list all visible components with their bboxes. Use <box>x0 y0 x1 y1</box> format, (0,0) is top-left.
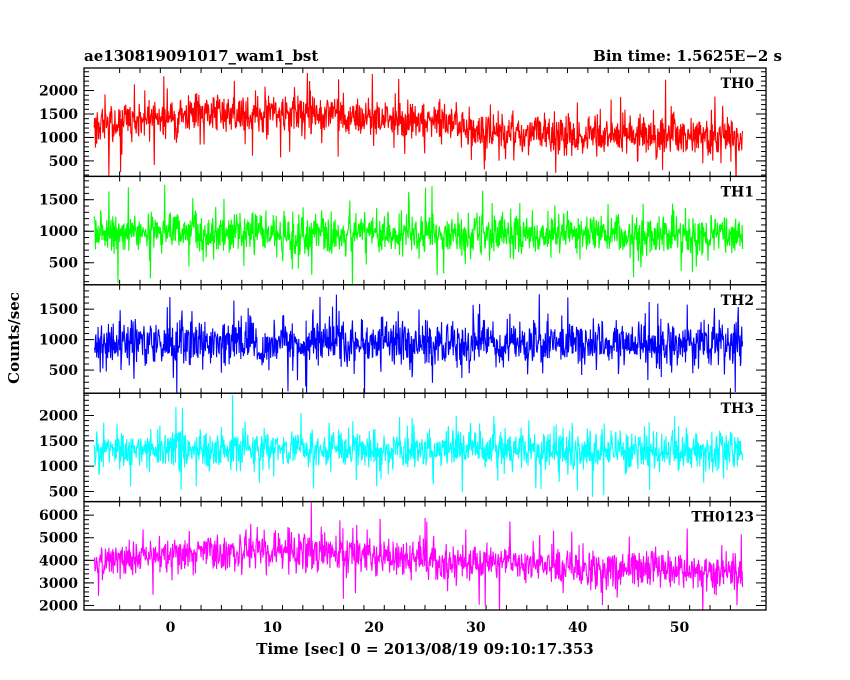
y-tick-label: 1500 <box>39 193 78 209</box>
y-tick-label: 1000 <box>39 459 78 475</box>
panel-th3: 500 1000 1500 2000 TH3 <box>39 392 767 503</box>
y-tick-label: 2000 <box>39 598 78 614</box>
chart-subtitle: Bin time: 1.5625E−2 s <box>593 47 782 65</box>
series-th0123-line <box>93 502 744 611</box>
x-axis: 0 10 20 30 40 50 <box>166 620 690 636</box>
chart-title: ae130819091017_wam1_bst <box>84 47 318 65</box>
y-tick-label: 4000 <box>39 553 78 569</box>
panels-group: 500 1000 1500 2000 TH0 500 1000 1500 TH1 500 1000 1… <box>39 67 767 614</box>
series-label-th3: TH3 <box>721 401 754 417</box>
y-tick-label: 500 <box>49 256 78 272</box>
y-tick-label: 3000 <box>39 576 78 592</box>
y-tick-label: 500 <box>49 484 78 500</box>
series-th1-line <box>93 184 744 285</box>
y-tick-label: 1000 <box>39 224 78 240</box>
series-th0-line <box>93 72 744 177</box>
y-axis-title: Counts/sec <box>5 292 23 384</box>
y-tick-label: 1500 <box>39 434 78 450</box>
series-th3-line <box>93 395 744 497</box>
y-tick-label: 2000 <box>39 408 78 424</box>
panel-th1: 500 1000 1500 TH1 <box>39 175 767 286</box>
x-tick-label: 10 <box>263 620 283 636</box>
y-tick-label: 500 <box>49 154 78 170</box>
panel-th0: 500 1000 1500 2000 TH0 <box>39 67 767 178</box>
series-th2-line <box>93 294 744 394</box>
y-tick-label: 6000 <box>39 508 78 524</box>
x-tick-label: 50 <box>670 620 690 636</box>
panel-th2: 500 1000 1500 TH2 <box>39 284 767 394</box>
x-tick-label: 20 <box>364 620 384 636</box>
x-tick-label: 40 <box>568 620 588 636</box>
y-tick-label: 1500 <box>39 107 78 123</box>
y-tick-label: 1000 <box>39 333 78 349</box>
panel-th0123: 2000 3000 4000 5000 6000 TH0123 <box>39 500 767 614</box>
x-tick-label: 0 <box>166 620 176 636</box>
y-tick-label: 2000 <box>39 84 78 100</box>
x-axis-title: Time [sec] 0 = 2013/08/19 09:10:17.353 <box>256 640 593 658</box>
x-tick-label: 30 <box>466 620 486 636</box>
series-label-th2: TH2 <box>721 293 754 309</box>
y-tick-label: 500 <box>49 363 78 379</box>
y-tick-label: 1500 <box>39 302 78 318</box>
y-tick-label: 1000 <box>39 130 78 146</box>
series-label-th0: TH0 <box>721 76 755 92</box>
series-label-th0123: TH0123 <box>691 510 754 526</box>
series-label-th1: TH1 <box>721 184 754 200</box>
y-tick-label: 5000 <box>39 531 78 547</box>
